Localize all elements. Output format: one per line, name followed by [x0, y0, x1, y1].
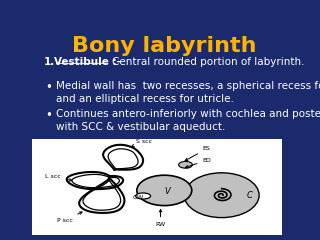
Ellipse shape: [179, 162, 192, 168]
Text: •: •: [45, 81, 52, 94]
Text: ED: ED: [185, 158, 211, 168]
Ellipse shape: [184, 173, 259, 218]
Text: 1.: 1.: [44, 57, 55, 67]
Ellipse shape: [136, 193, 151, 199]
Text: Central rounded portion of labyrinth.: Central rounded portion of labyrinth.: [112, 57, 304, 67]
Text: P scc: P scc: [57, 212, 82, 223]
Text: C: C: [246, 191, 252, 200]
Text: L scc: L scc: [45, 174, 72, 181]
Text: 11: 11: [267, 200, 281, 210]
Text: •: •: [45, 109, 52, 122]
Text: Vestibule :-: Vestibule :-: [54, 57, 121, 67]
Text: V: V: [164, 187, 170, 197]
Text: Medial wall has  two recesses, a spherical recess for saccule
and an elliptical : Medial wall has two recesses, a spherica…: [56, 81, 320, 104]
Text: RW: RW: [156, 210, 166, 228]
Ellipse shape: [137, 175, 192, 206]
Text: ES: ES: [185, 146, 211, 161]
FancyBboxPatch shape: [32, 139, 282, 235]
Text: Continues antero-inferiorly with cochlea and posteriorly
with SCC & vestibular a: Continues antero-inferiorly with cochlea…: [56, 109, 320, 132]
Text: S scc: S scc: [131, 139, 152, 147]
Text: OW: OW: [132, 195, 144, 200]
Text: Bony labyrinth: Bony labyrinth: [72, 36, 256, 56]
